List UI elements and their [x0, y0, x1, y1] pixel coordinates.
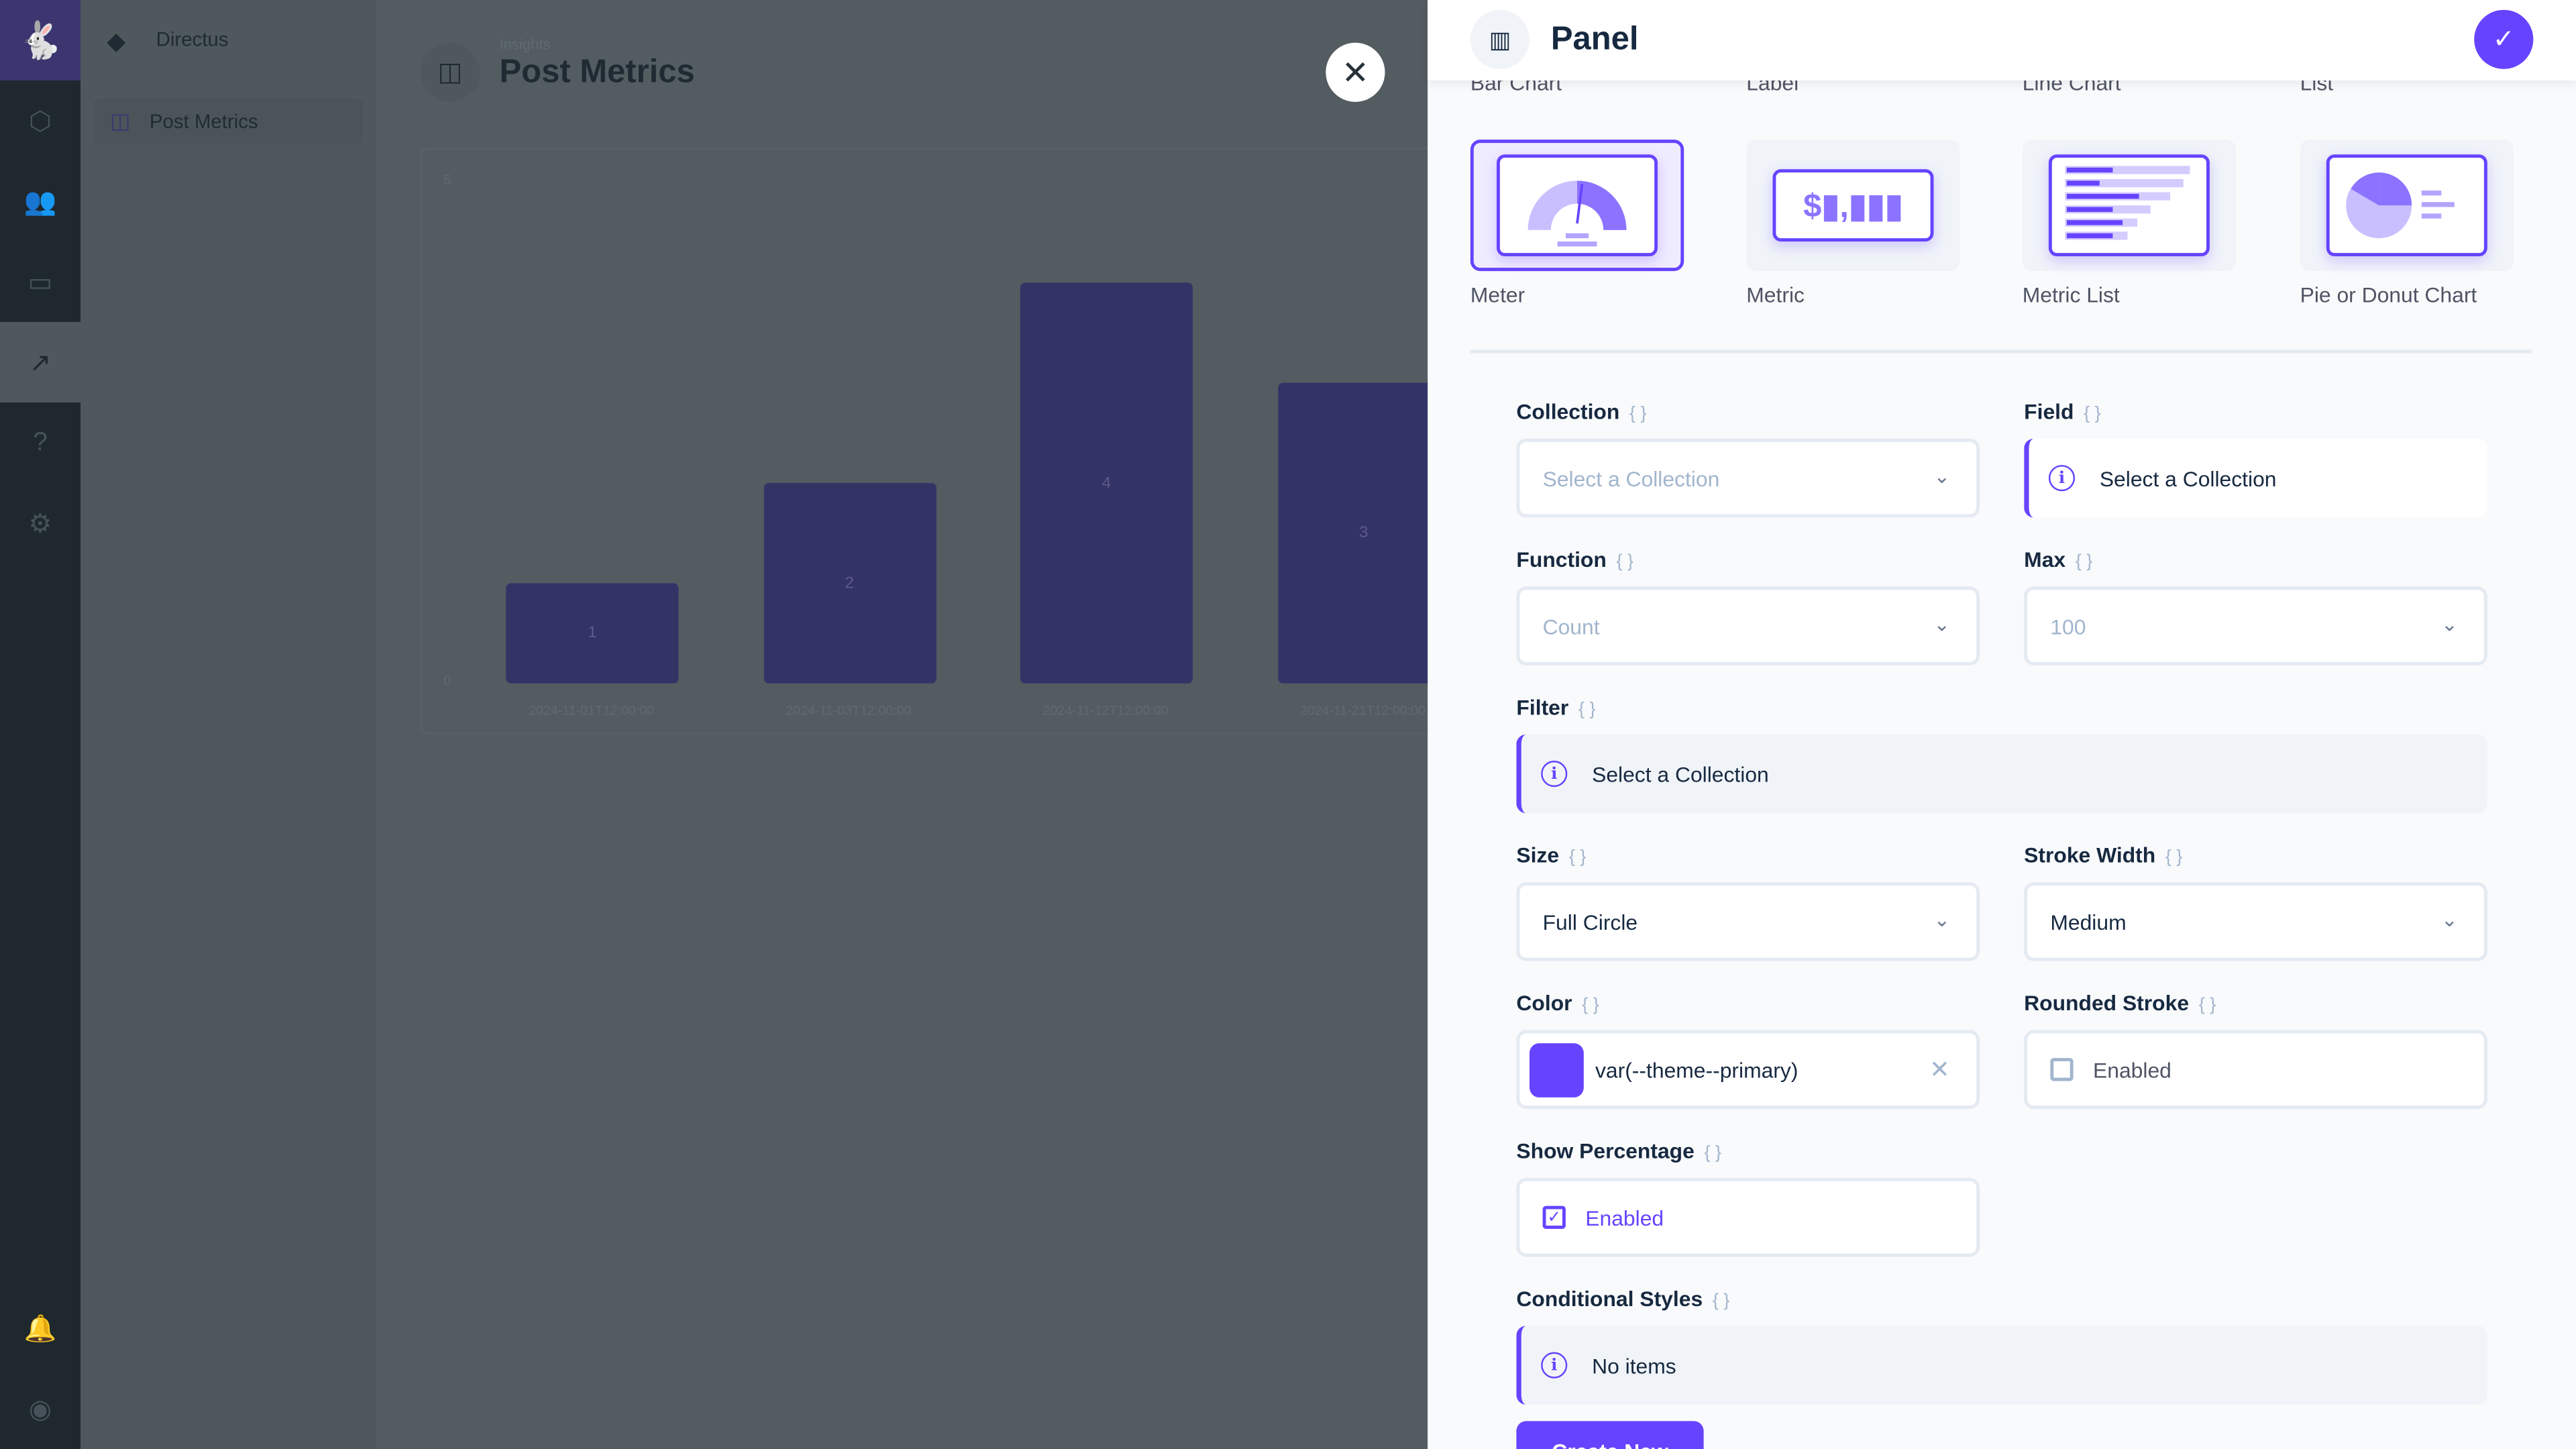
check-icon: ✓	[2492, 26, 2515, 54]
divider	[1470, 350, 2532, 354]
bar[interactable]: 2	[763, 483, 936, 684]
info-icon: i	[1541, 1352, 1568, 1379]
chevron-down-icon: ⌄	[1933, 465, 1950, 488]
panel-drawer: Bar Chart Label Line Chart List $▮,▮▮▮ M…	[1428, 0, 2576, 1449]
page-title: Post Metrics	[499, 54, 695, 91]
collection-label: Collection{ }	[1516, 399, 1647, 424]
chevron-down-icon: ⌄	[2441, 908, 2458, 932]
field-label: Field{ }	[2024, 399, 2101, 424]
color-swatch[interactable]	[1529, 1042, 1584, 1097]
info-icon: i	[1541, 760, 1568, 788]
project-name: Directus	[156, 28, 229, 51]
collection-select[interactable]: Select a Collection ⌄	[1516, 438, 1980, 518]
x-tick-label: 2024-11-01T12:00:00	[529, 703, 655, 718]
meter-illustration	[1497, 154, 1658, 257]
panel-type-pie-chart[interactable]	[2300, 140, 2514, 272]
sidebar-item-label: Post Metrics	[149, 110, 258, 133]
content-module-icon[interactable]: ⬡	[28, 107, 52, 136]
x-tick-label: 2024-11-03T12:00:00	[786, 703, 912, 718]
raw-value-icon: { }	[1582, 996, 1599, 1016]
raw-value-icon: { }	[1568, 847, 1587, 868]
close-drawer-button[interactable]: ✕	[1326, 42, 1385, 102]
settings-icon[interactable]: ⚙	[28, 510, 52, 539]
files-module-icon[interactable]: ▭	[28, 268, 53, 297]
help-icon[interactable]: ?	[33, 427, 48, 456]
max-input[interactable]: 100 ⌄	[2024, 586, 2487, 665]
module-bar: 🐇 ⬡ 👥 ▭ ↗ ? ⚙ 🔔 ◉	[0, 0, 81, 1449]
pie-chart-illustration	[2326, 154, 2487, 257]
directus-logo[interactable]: 🐇	[0, 0, 81, 81]
dashboard-header-icon: ◫	[420, 42, 480, 102]
raw-value-icon: { }	[1578, 700, 1596, 720]
metric-list-illustration	[2048, 154, 2210, 257]
filter-notice: i Select a Collection	[1516, 734, 2487, 814]
sidebar: ◆ Directus ◫ Post Metrics	[80, 0, 376, 1449]
raw-value-icon: { }	[1616, 551, 1634, 572]
filter-label: Filter{ }	[1516, 694, 1596, 720]
save-button[interactable]: ✓	[2474, 9, 2534, 69]
panel-type-label: Metric	[1746, 282, 1805, 307]
raw-value-icon: { }	[1704, 1143, 1722, 1163]
metric-illustration: $▮,▮▮▮	[1772, 169, 1934, 242]
bar[interactable]: 1	[506, 583, 679, 684]
insights-module-icon[interactable]: ↗	[0, 322, 81, 403]
rounded-stroke-label: Rounded Stroke{ }	[2024, 990, 2216, 1016]
raw-value-icon: { }	[1712, 1291, 1730, 1311]
close-icon: ✕	[1341, 55, 1369, 91]
color-input[interactable]: var(--theme--primary) ✕	[1516, 1030, 1980, 1110]
raw-value-icon: { }	[2198, 996, 2216, 1016]
drawer-header: ▥ Panel ✓	[1428, 0, 2576, 81]
user-avatar-icon[interactable]: ◉	[28, 1395, 52, 1424]
max-label: Max{ }	[2024, 547, 2093, 572]
chevron-down-icon: ⌄	[1933, 908, 1950, 932]
y-tick-label: 0	[443, 674, 451, 689]
users-module-icon[interactable]: 👥	[23, 188, 57, 217]
modal-overlay[interactable]: 🐇 ⬡ 👥 ▭ ↗ ? ⚙ 🔔 ◉ ◆ Directus ◫ Post Metr…	[0, 0, 1472, 1449]
chevron-down-icon: ⌄	[1933, 612, 1950, 636]
create-new-button[interactable]: Create New	[1516, 1421, 1704, 1449]
rounded-stroke-checkbox[interactable]: Enabled	[2024, 1030, 2487, 1110]
bar[interactable]: 4	[1020, 282, 1193, 684]
notifications-icon[interactable]: 🔔	[23, 1315, 57, 1344]
field-notice: i Select a Collection	[2024, 438, 2487, 518]
panel-type-label: Metric List	[2022, 282, 2120, 307]
checkbox-checked-icon: ✓	[1542, 1205, 1566, 1229]
bar[interactable]: 3	[1277, 382, 1450, 684]
function-select[interactable]: Count ⌄	[1516, 586, 1980, 665]
size-select[interactable]: Full Circle ⌄	[1516, 882, 1980, 961]
function-label: Function{ }	[1516, 547, 1634, 572]
sidebar-item-post-metrics[interactable]: ◫ Post Metrics	[93, 98, 364, 145]
stroke-width-label: Stroke Width{ }	[2024, 843, 2183, 868]
info-icon: i	[2048, 465, 2076, 492]
stroke-width-select[interactable]: Medium ⌄	[2024, 882, 2487, 961]
raw-value-icon: { }	[2165, 847, 2183, 868]
show-percentage-label: Show Percentage{ }	[1516, 1138, 1722, 1163]
x-tick-label: 2024-11-21T12:00:00	[1299, 703, 1426, 718]
panel-type-metric-list[interactable]	[2022, 140, 2237, 272]
drawer-title: Panel	[1550, 21, 1639, 58]
raw-value-icon: { }	[1629, 404, 1647, 424]
stepper-icon[interactable]: ⌄	[2441, 612, 2458, 636]
dashboard-icon: ◫	[110, 108, 131, 133]
bar-chart-icon: ▥	[1470, 9, 1530, 69]
panel-type-label: Meter	[1470, 282, 1525, 307]
bar-chart-panel: 5 0 1 2024-11-01T12:00:00 2 2024-11-03T12:0…	[420, 148, 1472, 735]
conditional-styles-label: Conditional Styles{ }	[1516, 1286, 1730, 1311]
raw-value-icon: { }	[2075, 551, 2093, 572]
clear-icon[interactable]: ✕	[1929, 1056, 1950, 1085]
breadcrumb[interactable]: Insights	[499, 36, 551, 53]
size-label: Size{ }	[1516, 843, 1587, 868]
panel-type-metric[interactable]: $▮,▮▮▮	[1746, 140, 1960, 272]
conditional-styles-notice: i No items	[1516, 1326, 2487, 1405]
project-icon: ◆	[107, 28, 126, 56]
show-percentage-checkbox[interactable]: ✓ Enabled	[1516, 1177, 1980, 1257]
x-tick-label: 2024-11-12T12:00:00	[1042, 703, 1169, 718]
y-tick-label: 5	[443, 172, 451, 188]
raw-value-icon: { }	[2084, 404, 2101, 424]
panel-type-label: Pie or Donut Chart	[2300, 282, 2477, 307]
checkbox-unchecked-icon	[2050, 1058, 2074, 1081]
color-label: Color{ }	[1516, 990, 1599, 1016]
panel-type-meter[interactable]	[1470, 140, 1684, 272]
